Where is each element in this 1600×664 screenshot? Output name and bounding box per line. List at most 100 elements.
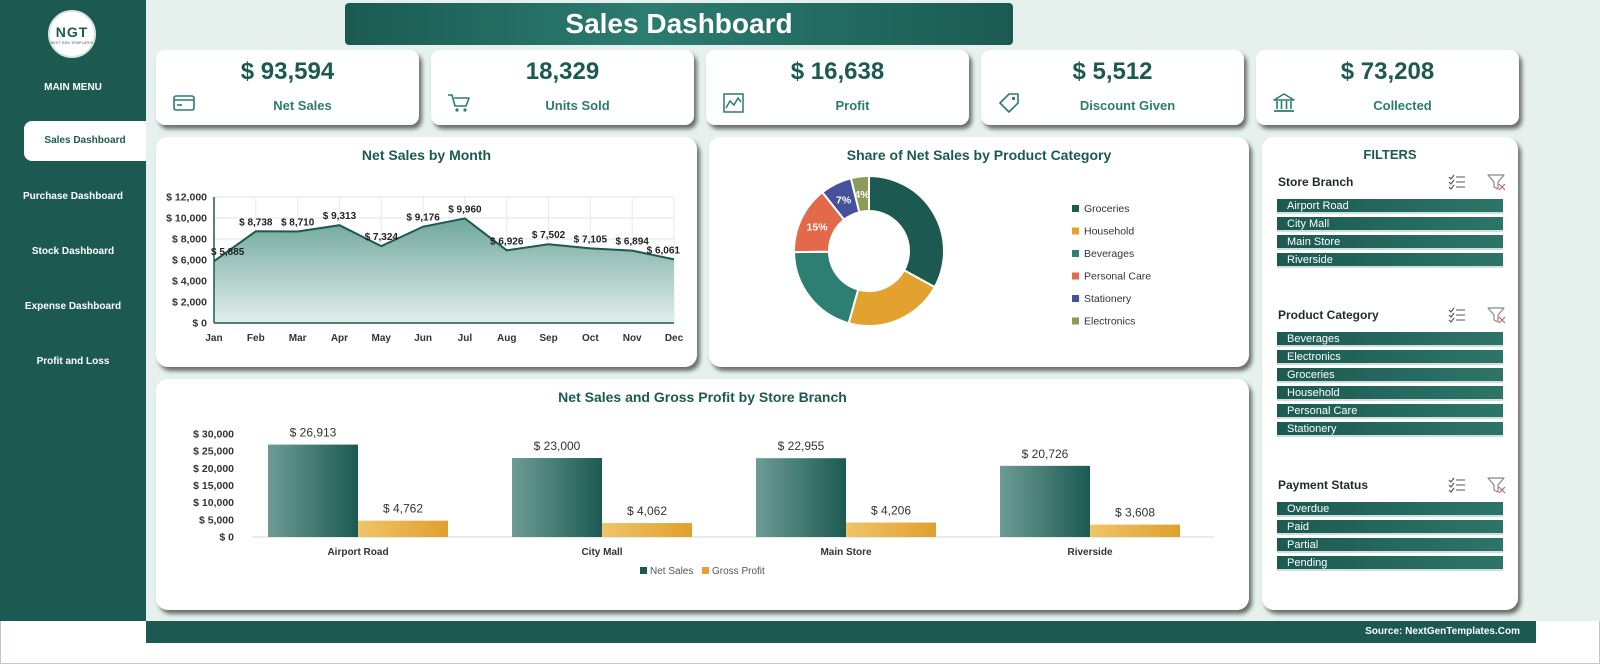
logo-text: NGT	[55, 23, 89, 40]
kpi-collected: $ 73,208 Collected	[1256, 50, 1519, 125]
line-chart-icon	[723, 93, 744, 113]
slicer-item-electronics[interactable]: Electronics	[1277, 350, 1503, 365]
logo: NGT NEXT GEN TEMPLATES	[48, 10, 96, 58]
bar-value-label: $ 20,726	[1022, 447, 1069, 461]
x-tick-label: Sep	[539, 333, 557, 344]
x-tick-label: Apr	[331, 333, 348, 344]
kpi-net-sales: $ 93,594 Net Sales	[156, 50, 419, 125]
x-tick-label: Nov	[623, 333, 642, 344]
legend-swatch	[1072, 295, 1079, 302]
filters-title: FILTERS	[1363, 147, 1417, 162]
data-label: $ 9,960	[448, 204, 482, 215]
nav-stock-dashboard[interactable]: Stock Dashboard	[31, 246, 115, 257]
bar-net-sales	[756, 458, 846, 537]
bank-icon	[1273, 93, 1295, 112]
legend-label: Personal Care	[1084, 271, 1151, 283]
y-tick-label: $ 5,000	[199, 514, 234, 526]
bar-gross-profit	[846, 522, 936, 537]
y-tick-label: $ 20,000	[193, 463, 234, 475]
kpi-label: Collected	[1373, 98, 1432, 113]
kpi-units-sold: 18,329 Units Sold	[431, 50, 694, 125]
data-label: $ 9,176	[406, 213, 440, 224]
clear-filter-icon[interactable]	[1487, 174, 1506, 191]
y-tick-label: $ 12,000	[166, 192, 207, 204]
y-tick-label: $ 4,000	[172, 276, 207, 288]
slicer-item-stationery[interactable]: Stationery	[1277, 422, 1503, 437]
legend-label: Electronics	[1084, 316, 1135, 328]
slicer-item-paid[interactable]: Paid	[1277, 520, 1503, 535]
legend-swatch	[1072, 205, 1079, 212]
kpi-label: Units Sold	[545, 98, 610, 113]
x-tick-label: City Mall	[581, 547, 622, 558]
slicer-item-partial[interactable]: Partial	[1277, 538, 1503, 553]
legend-swatch	[1072, 250, 1079, 257]
x-tick-label: Riverside	[1067, 547, 1112, 558]
legend-swatch	[1072, 272, 1079, 280]
y-tick-label: $ 30,000	[193, 429, 234, 441]
main-menu-title: MAIN MENU	[44, 82, 102, 93]
nav-purchase-dashboard[interactable]: Purchase Dashboard	[22, 191, 124, 202]
shopping-cart-icon	[448, 94, 470, 112]
y-tick-label: $ 15,000	[193, 480, 234, 492]
clear-filter-icon[interactable]	[1487, 477, 1506, 494]
slicer-item-city-mall[interactable]: City Mall	[1277, 217, 1503, 232]
kpi-value: $ 5,512	[1072, 58, 1153, 85]
kpi-label: Discount Given	[1079, 98, 1176, 113]
y-tick-label: $ 0	[192, 318, 207, 330]
slicer-item-pending[interactable]: Pending	[1277, 556, 1503, 571]
kpi-value: $ 16,638	[790, 58, 885, 85]
data-label: $ 6,926	[490, 236, 524, 247]
slicer-item-beverages[interactable]: Beverages	[1277, 332, 1503, 347]
multi-select-icon[interactable]	[1448, 174, 1465, 190]
filter-actions	[1448, 476, 1512, 494]
slice-label: 4%	[854, 189, 870, 201]
x-tick-label: Airport Road	[327, 547, 388, 558]
bar-value-label: $ 3,608	[1115, 506, 1155, 520]
slicer-item-main-store[interactable]: Main Store	[1277, 235, 1503, 250]
legend-swatch	[1072, 227, 1079, 235]
branch-sales-card: Net Sales and Gross Profit by Store Bran…	[156, 379, 1249, 610]
bar-value-label: $ 26,913	[290, 426, 337, 440]
donut-slice	[849, 174, 870, 214]
multi-select-icon[interactable]	[1448, 307, 1465, 323]
multi-select-icon[interactable]	[1448, 477, 1465, 493]
slice-label: 7%	[836, 194, 852, 206]
slice-label: 15%	[807, 221, 829, 233]
monthly-sales-chart: $ 0 $ 2,000 $ 4,000 $ 6,000 $ 8,000 $ 10,000 $…	[166, 192, 683, 345]
slicer-item-overdue[interactable]: Overdue	[1277, 502, 1503, 517]
x-tick-label: Main Store	[820, 547, 872, 558]
filter-actions	[1448, 306, 1512, 324]
category-share-chart: 15% 7% 4% Groceries Household Beverages Person…	[792, 174, 1151, 328]
y-tick-label: $ 10,000	[166, 213, 207, 225]
clear-filter-icon[interactable]	[1487, 307, 1506, 324]
nav-sales-dashboard[interactable]: Sales Dashboard	[24, 121, 146, 161]
slicer-item-airport-road[interactable]: Airport Road	[1277, 199, 1503, 214]
area-fill	[214, 218, 674, 323]
nav-expense-dashboard[interactable]: Expense Dashboard	[24, 301, 122, 312]
legend-label: Stationery	[1084, 293, 1132, 305]
slicer-item-household[interactable]: Household	[1277, 386, 1503, 401]
page-title: Sales Dashboard	[345, 3, 1013, 45]
legend-swatch	[640, 567, 647, 574]
slicer-item-groceries[interactable]: Groceries	[1277, 368, 1503, 383]
x-tick-label: Oct	[582, 333, 599, 344]
filter-title-payment-status: Payment Status	[1278, 478, 1369, 492]
bar-value-label: $ 4,206	[871, 504, 911, 518]
y-tick-label: $ 10,000	[193, 497, 234, 509]
y-tick-label: $ 0	[219, 532, 234, 544]
category-share-card: Share of Net Sales by Product Category 1…	[709, 137, 1249, 367]
bar-gross-profit	[358, 520, 448, 537]
credit-card-icon	[173, 95, 195, 111]
legend-label: Beverages	[1084, 248, 1134, 260]
data-label: $ 7,324	[365, 232, 399, 243]
nav-profit-and-loss[interactable]: Profit and Loss	[36, 356, 110, 367]
filter-title-store-branch: Store Branch	[1278, 175, 1354, 189]
kpi-value: 18,329	[525, 58, 600, 85]
filter-actions	[1448, 173, 1512, 191]
legend-label: Gross Profit	[712, 566, 765, 577]
data-label: $ 6,061	[647, 245, 681, 256]
slicer-item-personal-care[interactable]: Personal Care	[1277, 404, 1503, 419]
slicer-item-riverside[interactable]: Riverside	[1277, 253, 1503, 268]
x-tick-label: Aug	[497, 333, 516, 344]
data-label: $ 9,313	[323, 211, 357, 222]
